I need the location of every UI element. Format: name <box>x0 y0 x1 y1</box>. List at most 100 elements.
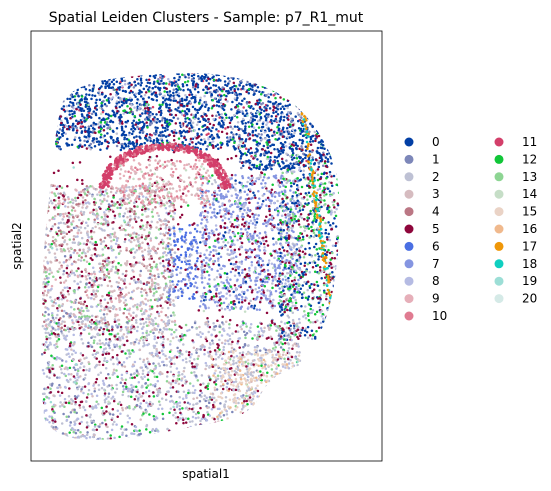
spot-cluster-2 <box>127 185 131 189</box>
spot-cluster-2 <box>62 221 66 225</box>
spot-cluster-7 <box>292 296 295 299</box>
spot-cluster-0 <box>153 76 157 79</box>
spot-cluster-7 <box>270 194 274 197</box>
spot-cluster-2 <box>141 312 144 316</box>
spot-cluster-7 <box>269 292 272 296</box>
spot-cluster-0 <box>227 77 230 80</box>
spot-cluster-2 <box>101 248 104 251</box>
spot-cluster-7 <box>248 232 252 236</box>
spot-cluster-2 <box>77 241 81 244</box>
spot-cluster-5 <box>172 139 176 142</box>
spot-cluster-0 <box>197 90 200 94</box>
spot-cluster-0 <box>309 140 312 143</box>
spot-cluster-0 <box>217 100 221 104</box>
spot-cluster-7 <box>254 283 258 287</box>
spot-cluster-5 <box>233 89 236 93</box>
spot-cluster-2 <box>285 152 288 156</box>
spot-cluster-8 <box>162 251 166 255</box>
spot-cluster-2 <box>70 272 73 275</box>
spot-cluster-12 <box>161 103 164 106</box>
spot-cluster-12 <box>186 116 189 120</box>
spot-cluster-7 <box>202 206 205 209</box>
spot-cluster-0 <box>289 162 292 165</box>
spot-cluster-0 <box>211 76 214 79</box>
spot-cluster-0 <box>172 91 175 95</box>
spot-cluster-0 <box>236 96 239 100</box>
spot-cluster-4 <box>148 287 152 291</box>
spot-cluster-8 <box>272 298 275 302</box>
spot-cluster-7 <box>265 224 268 228</box>
spot-cluster-0 <box>174 107 177 111</box>
spot-cluster-8 <box>80 306 83 310</box>
spot-cluster-0 <box>238 127 241 131</box>
spot-cluster-8 <box>177 92 181 95</box>
spot-cluster-0 <box>271 237 275 240</box>
spot-cluster-2 <box>115 132 119 135</box>
spot-cluster-4 <box>46 234 50 237</box>
spot-cluster-0 <box>166 128 169 131</box>
spot-cluster-4 <box>108 310 112 313</box>
spot-cluster-5 <box>94 131 97 135</box>
spot-cluster-2 <box>100 305 103 308</box>
spot-cluster-1 <box>240 128 243 131</box>
spot-cluster-3 <box>146 264 149 268</box>
spot-cluster-3 <box>49 260 52 264</box>
spot-cluster-3 <box>119 278 123 281</box>
spot-cluster-12 <box>146 126 149 129</box>
spot-cluster-4 <box>85 194 89 197</box>
spot-cluster-0 <box>267 113 270 116</box>
spot-cluster-5 <box>301 148 304 152</box>
spot-cluster-3 <box>162 246 165 250</box>
spot-cluster-0 <box>148 81 152 85</box>
spot-cluster-2 <box>54 256 57 259</box>
spot-cluster-2 <box>134 215 137 218</box>
spot-cluster-5 <box>254 196 257 200</box>
spot-cluster-7 <box>198 305 202 308</box>
spot-cluster-8 <box>104 324 107 328</box>
spot-cluster-5 <box>109 93 112 96</box>
spot-cluster-7 <box>256 295 259 299</box>
spot-cluster-13 <box>151 215 155 218</box>
spot-cluster-1 <box>102 313 106 316</box>
spot-cluster-0 <box>187 108 191 111</box>
spot-cluster-2 <box>48 251 51 254</box>
spot-cluster-8 <box>233 274 237 278</box>
spot-cluster-2 <box>56 313 59 317</box>
spot-cluster-4 <box>90 237 94 241</box>
spot-cluster-0 <box>220 94 223 97</box>
spot-cluster-8 <box>284 282 287 285</box>
spot-cluster-0 <box>284 104 287 108</box>
spot-cluster-4 <box>160 296 163 300</box>
spot-cluster-2 <box>256 119 260 123</box>
spot-cluster-5 <box>113 214 117 217</box>
spot-cluster-0 <box>112 78 115 82</box>
spot-cluster-0 <box>252 163 256 167</box>
spot-cluster-8 <box>69 305 73 309</box>
spot-cluster-5 <box>63 324 67 328</box>
spot-cluster-9 <box>43 289 47 293</box>
spot-cluster-5 <box>103 278 107 281</box>
spot-cluster-0 <box>280 167 283 171</box>
spot-cluster-0 <box>163 121 167 124</box>
spot-cluster-0 <box>123 136 126 139</box>
spot-cluster-0 <box>68 109 71 113</box>
spot-cluster-2 <box>60 304 64 308</box>
spot-cluster-5 <box>147 78 151 82</box>
spot-cluster-0 <box>125 137 129 141</box>
spot-cluster-3 <box>114 313 117 316</box>
spot-cluster-0 <box>274 117 278 121</box>
spot-cluster-8 <box>240 262 243 266</box>
spot-cluster-8 <box>269 202 273 205</box>
spot-cluster-0 <box>154 85 157 89</box>
spot-cluster-0 <box>144 109 147 113</box>
spot-cluster-1 <box>105 104 108 108</box>
spot-cluster-4 <box>172 203 176 207</box>
spot-cluster-2 <box>276 199 279 203</box>
spot-cluster-3 <box>106 195 110 198</box>
spot-cluster-13 <box>107 276 111 279</box>
spot-cluster-13 <box>56 270 60 274</box>
spot-cluster-3 <box>46 291 50 294</box>
spot-cluster-3 <box>113 289 116 292</box>
spot-cluster-0 <box>233 148 237 151</box>
spot-cluster-0 <box>323 147 326 150</box>
